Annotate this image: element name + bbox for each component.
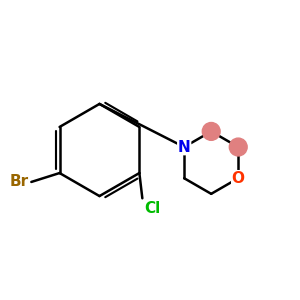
Text: Br: Br — [9, 175, 28, 190]
Text: Cl: Cl — [144, 201, 160, 216]
Text: O: O — [232, 171, 245, 186]
Circle shape — [229, 138, 247, 156]
Text: N: N — [178, 140, 190, 154]
Circle shape — [202, 122, 220, 140]
